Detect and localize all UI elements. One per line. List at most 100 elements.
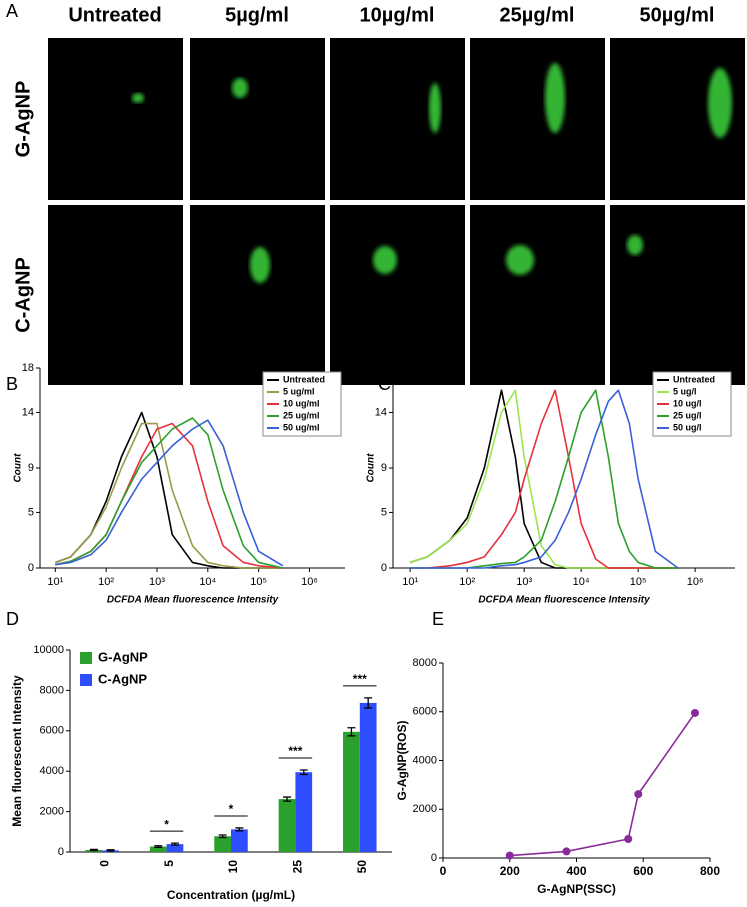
bar (214, 836, 231, 852)
legend-label: 5 ug/l (673, 386, 697, 396)
x-tick-label: 5 (162, 860, 176, 867)
y-tick-label: 6000 (40, 725, 64, 737)
y-tick-label: 0 (28, 562, 34, 574)
x-tick-label: 10⁴ (199, 576, 216, 588)
legend-label: 50 ug/ml (283, 422, 320, 432)
error-bar (89, 848, 98, 852)
fluorescence (506, 245, 534, 275)
x-axis-title: G-AgNP(SSC) (537, 882, 616, 896)
x-tick-label: 200 (500, 864, 520, 878)
y-tick-label: 8000 (40, 684, 64, 696)
x-tick-label: 10³ (149, 576, 165, 588)
x-tick-label: 50 (355, 860, 369, 874)
x-tick-label: 10¹ (402, 576, 418, 588)
column-header: 25µg/ml (500, 4, 575, 26)
y-tick-label: 4000 (40, 765, 64, 777)
marker (562, 847, 571, 856)
legend-label: C-AgNP (98, 671, 147, 686)
bar (343, 731, 360, 852)
error-bar (170, 842, 179, 846)
error-bar (347, 727, 356, 737)
y-tick-label: 0 (431, 852, 437, 864)
legend-label: 10 ug/ml (283, 398, 320, 408)
row-label: C-AgNP (12, 257, 34, 333)
x-tick-label: 0 (440, 864, 447, 878)
y-axis-title: Count (366, 453, 377, 483)
micrograph (48, 38, 183, 200)
bar (278, 799, 296, 852)
fluorescence (232, 78, 248, 98)
y-tick-label: 8000 (413, 657, 437, 669)
panel-label: A (6, 1, 18, 21)
y-tick-label: 0 (58, 846, 64, 858)
micrograph (190, 38, 325, 200)
x-tick-label: 10⁶ (301, 576, 318, 588)
y-tick-label: 14 (22, 406, 34, 418)
x-axis-title: DCFDA Mean fluorescence Intensity (478, 595, 650, 606)
y-tick-label: 5 (381, 506, 387, 518)
line (55, 422, 283, 569)
marker (634, 790, 643, 799)
y-tick-label: 18 (22, 362, 34, 374)
legend-label: Untreated (283, 374, 325, 384)
y-tick-label: 14 (375, 406, 387, 418)
legend-swatch (80, 652, 92, 664)
legend-label: 50 ug/l (673, 422, 702, 432)
x-tick-label: 10 (226, 860, 240, 874)
bar (149, 846, 167, 852)
y-axis-title: Count (13, 453, 24, 483)
micrograph (470, 205, 605, 385)
fluorescence (250, 247, 270, 283)
fluorescence (627, 235, 643, 255)
legend-label: 5 ug/ml (283, 386, 315, 396)
y-tick-label: 9 (381, 462, 387, 474)
x-tick-label: 10⁶ (687, 576, 704, 588)
marker (624, 834, 633, 843)
micrograph (330, 38, 465, 200)
y-tick-label: 2000 (40, 806, 64, 818)
error-bar (106, 849, 115, 852)
y-tick-label: 6000 (413, 706, 437, 718)
y-tick-label: 9 (28, 462, 34, 474)
x-tick-label: 10² (459, 576, 475, 588)
significance: *** (288, 744, 302, 758)
significance: * (229, 802, 234, 816)
legend-label: 10 ug/l (673, 398, 702, 408)
x-tick-label: 10³ (516, 576, 532, 588)
y-tick-label: 2000 (413, 803, 437, 815)
legend-label: 25 ug/l (673, 410, 702, 420)
error-bar (364, 697, 373, 709)
x-tick-label: 400 (566, 864, 586, 878)
x-tick-label: 10⁴ (573, 576, 590, 588)
column-header: 50µg/ml (640, 4, 715, 26)
significance: * (164, 817, 169, 831)
fluorescence (708, 68, 732, 138)
micrograph (470, 38, 605, 200)
micrograph (330, 205, 465, 385)
error-bar (235, 827, 244, 832)
y-tick-label: 4000 (413, 754, 437, 766)
x-tick-label: 600 (633, 864, 653, 878)
line (410, 389, 679, 569)
x-tick-label: 10⁵ (250, 576, 267, 588)
line (55, 419, 284, 567)
fluorescence (373, 246, 397, 274)
legend-label: G-AgNP (98, 649, 148, 664)
bar (359, 702, 377, 852)
x-tick-label: 10² (98, 576, 114, 588)
column-header: Untreated (68, 4, 161, 26)
x-axis-title: Concentration (µg/mL) (167, 888, 295, 902)
error-bar (299, 769, 308, 776)
error-bar (154, 845, 163, 849)
x-tick-label: 10¹ (47, 576, 63, 588)
fluorescence (545, 63, 565, 133)
y-tick-label: 0 (381, 562, 387, 574)
column-header: 5µg/ml (225, 4, 289, 26)
line (509, 712, 696, 857)
error-bar (283, 796, 292, 802)
fluorescence (132, 93, 144, 103)
y-tick-label: 18 (375, 362, 387, 374)
y-tick-label: 5 (28, 506, 34, 518)
micrograph (48, 205, 183, 385)
marker (690, 708, 699, 717)
